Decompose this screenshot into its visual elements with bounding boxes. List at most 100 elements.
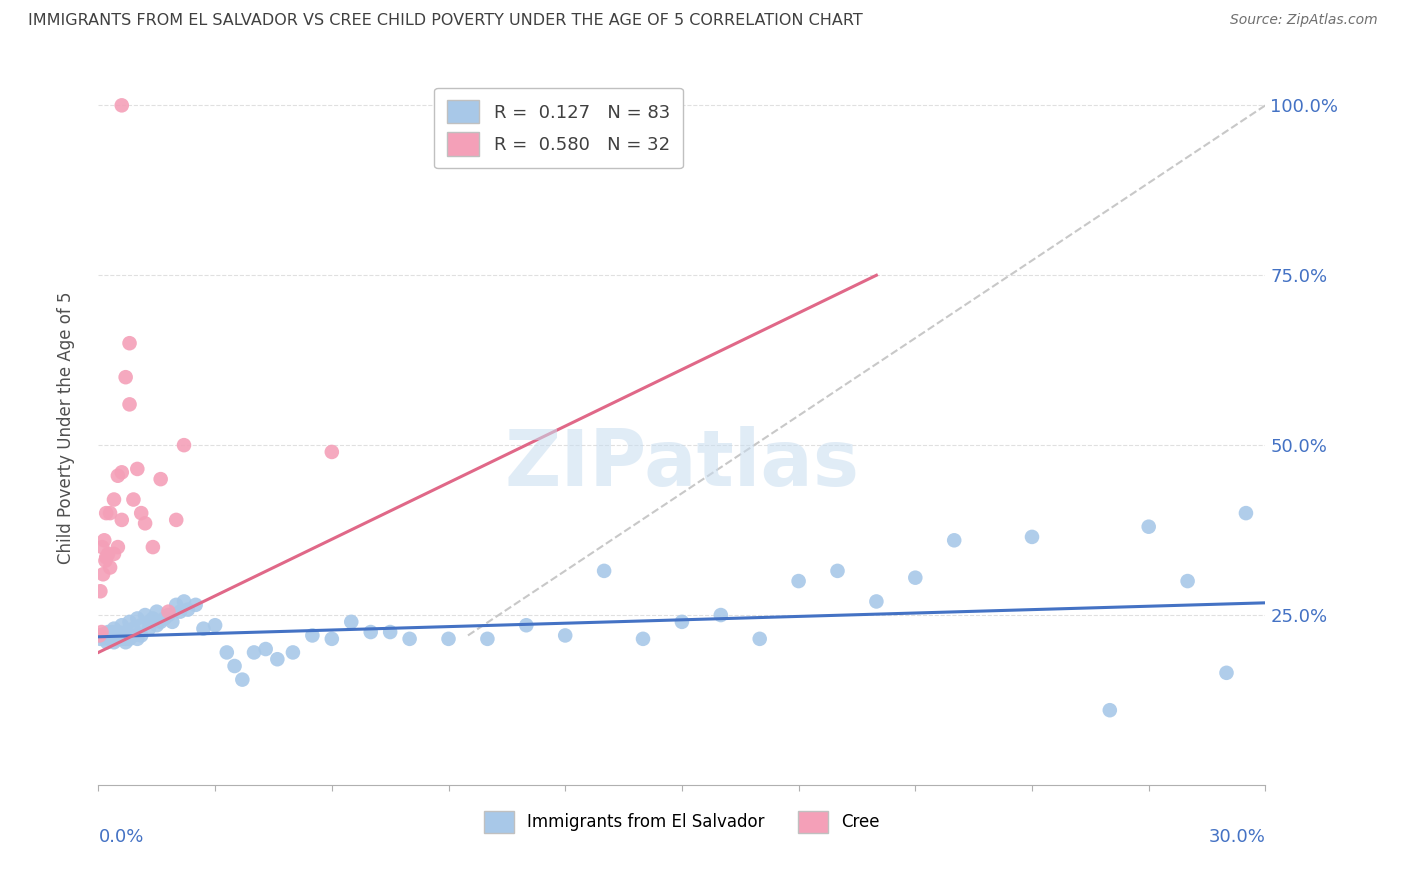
Point — [149, 472, 172, 486]
Point — [91, 567, 114, 582]
Point — [142, 611, 165, 625]
Point — [1215, 665, 1237, 680]
Point — [146, 618, 169, 632]
Point — [193, 622, 215, 636]
Point — [157, 605, 180, 619]
Point — [215, 645, 238, 659]
Point — [1177, 574, 1199, 588]
Point — [173, 438, 195, 452]
Point — [107, 468, 129, 483]
Point — [127, 632, 149, 646]
Text: IMMIGRANTS FROM EL SALVADOR VS CREE CHILD POVERTY UNDER THE AGE OF 5 CORRELATION: IMMIGRANTS FROM EL SALVADOR VS CREE CHIL… — [28, 13, 863, 29]
Text: 30.0%: 30.0% — [1209, 828, 1265, 846]
Point — [138, 615, 160, 629]
Point — [787, 574, 810, 588]
Point — [96, 506, 118, 520]
Point — [437, 632, 460, 646]
Point — [122, 492, 145, 507]
Point — [165, 513, 187, 527]
Point — [104, 632, 127, 646]
Point — [184, 598, 207, 612]
Point — [146, 605, 169, 619]
Point — [827, 564, 849, 578]
Point — [224, 659, 246, 673]
Point — [96, 550, 118, 565]
Point — [1021, 530, 1043, 544]
Point — [97, 547, 120, 561]
Point — [554, 628, 576, 642]
Y-axis label: Child Poverty Under the Age of 5: Child Poverty Under the Age of 5 — [56, 292, 75, 565]
Point — [98, 560, 121, 574]
Point — [111, 618, 134, 632]
Point — [98, 630, 121, 644]
Point — [98, 627, 121, 641]
Legend: Immigrants from El Salvador, Cree: Immigrants from El Salvador, Cree — [475, 803, 889, 841]
Point — [118, 632, 141, 646]
Point — [129, 506, 152, 520]
Point — [380, 625, 402, 640]
Point — [254, 642, 277, 657]
Point — [122, 628, 145, 642]
Point — [631, 632, 654, 646]
Point — [943, 533, 966, 548]
Point — [710, 608, 733, 623]
Point — [93, 533, 115, 548]
Point — [107, 628, 129, 642]
Point — [96, 628, 118, 642]
Text: ZIPatlas: ZIPatlas — [505, 425, 859, 502]
Point — [114, 635, 136, 649]
Point — [111, 466, 134, 480]
Point — [129, 628, 152, 642]
Point — [134, 608, 156, 623]
Point — [91, 630, 114, 644]
Point — [153, 611, 176, 625]
Point — [103, 630, 125, 644]
Point — [103, 492, 125, 507]
Point — [111, 627, 134, 641]
Point — [114, 632, 136, 646]
Point — [98, 506, 121, 520]
Point — [118, 615, 141, 629]
Point — [114, 370, 136, 384]
Text: Source: ZipAtlas.com: Source: ZipAtlas.com — [1230, 13, 1378, 28]
Point — [122, 622, 145, 636]
Point — [1098, 703, 1121, 717]
Point — [107, 540, 129, 554]
Point — [107, 632, 129, 646]
Point — [103, 635, 125, 649]
Point — [266, 652, 288, 666]
Point — [89, 632, 111, 646]
Point — [111, 513, 134, 527]
Point — [243, 645, 266, 659]
Point — [111, 632, 134, 646]
Point — [118, 336, 141, 351]
Point — [103, 547, 125, 561]
Text: 0.0%: 0.0% — [98, 828, 143, 846]
Point — [321, 632, 343, 646]
Point — [91, 540, 114, 554]
Point — [101, 625, 124, 640]
Point — [98, 632, 121, 646]
Point — [177, 602, 200, 616]
Point — [1137, 519, 1160, 533]
Point — [169, 605, 191, 619]
Point — [111, 98, 134, 112]
Point — [162, 615, 184, 629]
Point — [90, 625, 112, 640]
Point — [671, 615, 693, 629]
Point — [97, 625, 120, 640]
Point — [281, 645, 304, 659]
Point — [127, 611, 149, 625]
Point — [107, 625, 129, 640]
Point — [103, 622, 125, 636]
Point — [142, 540, 165, 554]
Point — [321, 445, 343, 459]
Point — [340, 615, 363, 629]
Point — [134, 516, 156, 531]
Point — [149, 615, 172, 629]
Point — [515, 618, 537, 632]
Point — [398, 632, 420, 646]
Point — [865, 594, 887, 608]
Point — [127, 462, 149, 476]
Point — [94, 631, 117, 645]
